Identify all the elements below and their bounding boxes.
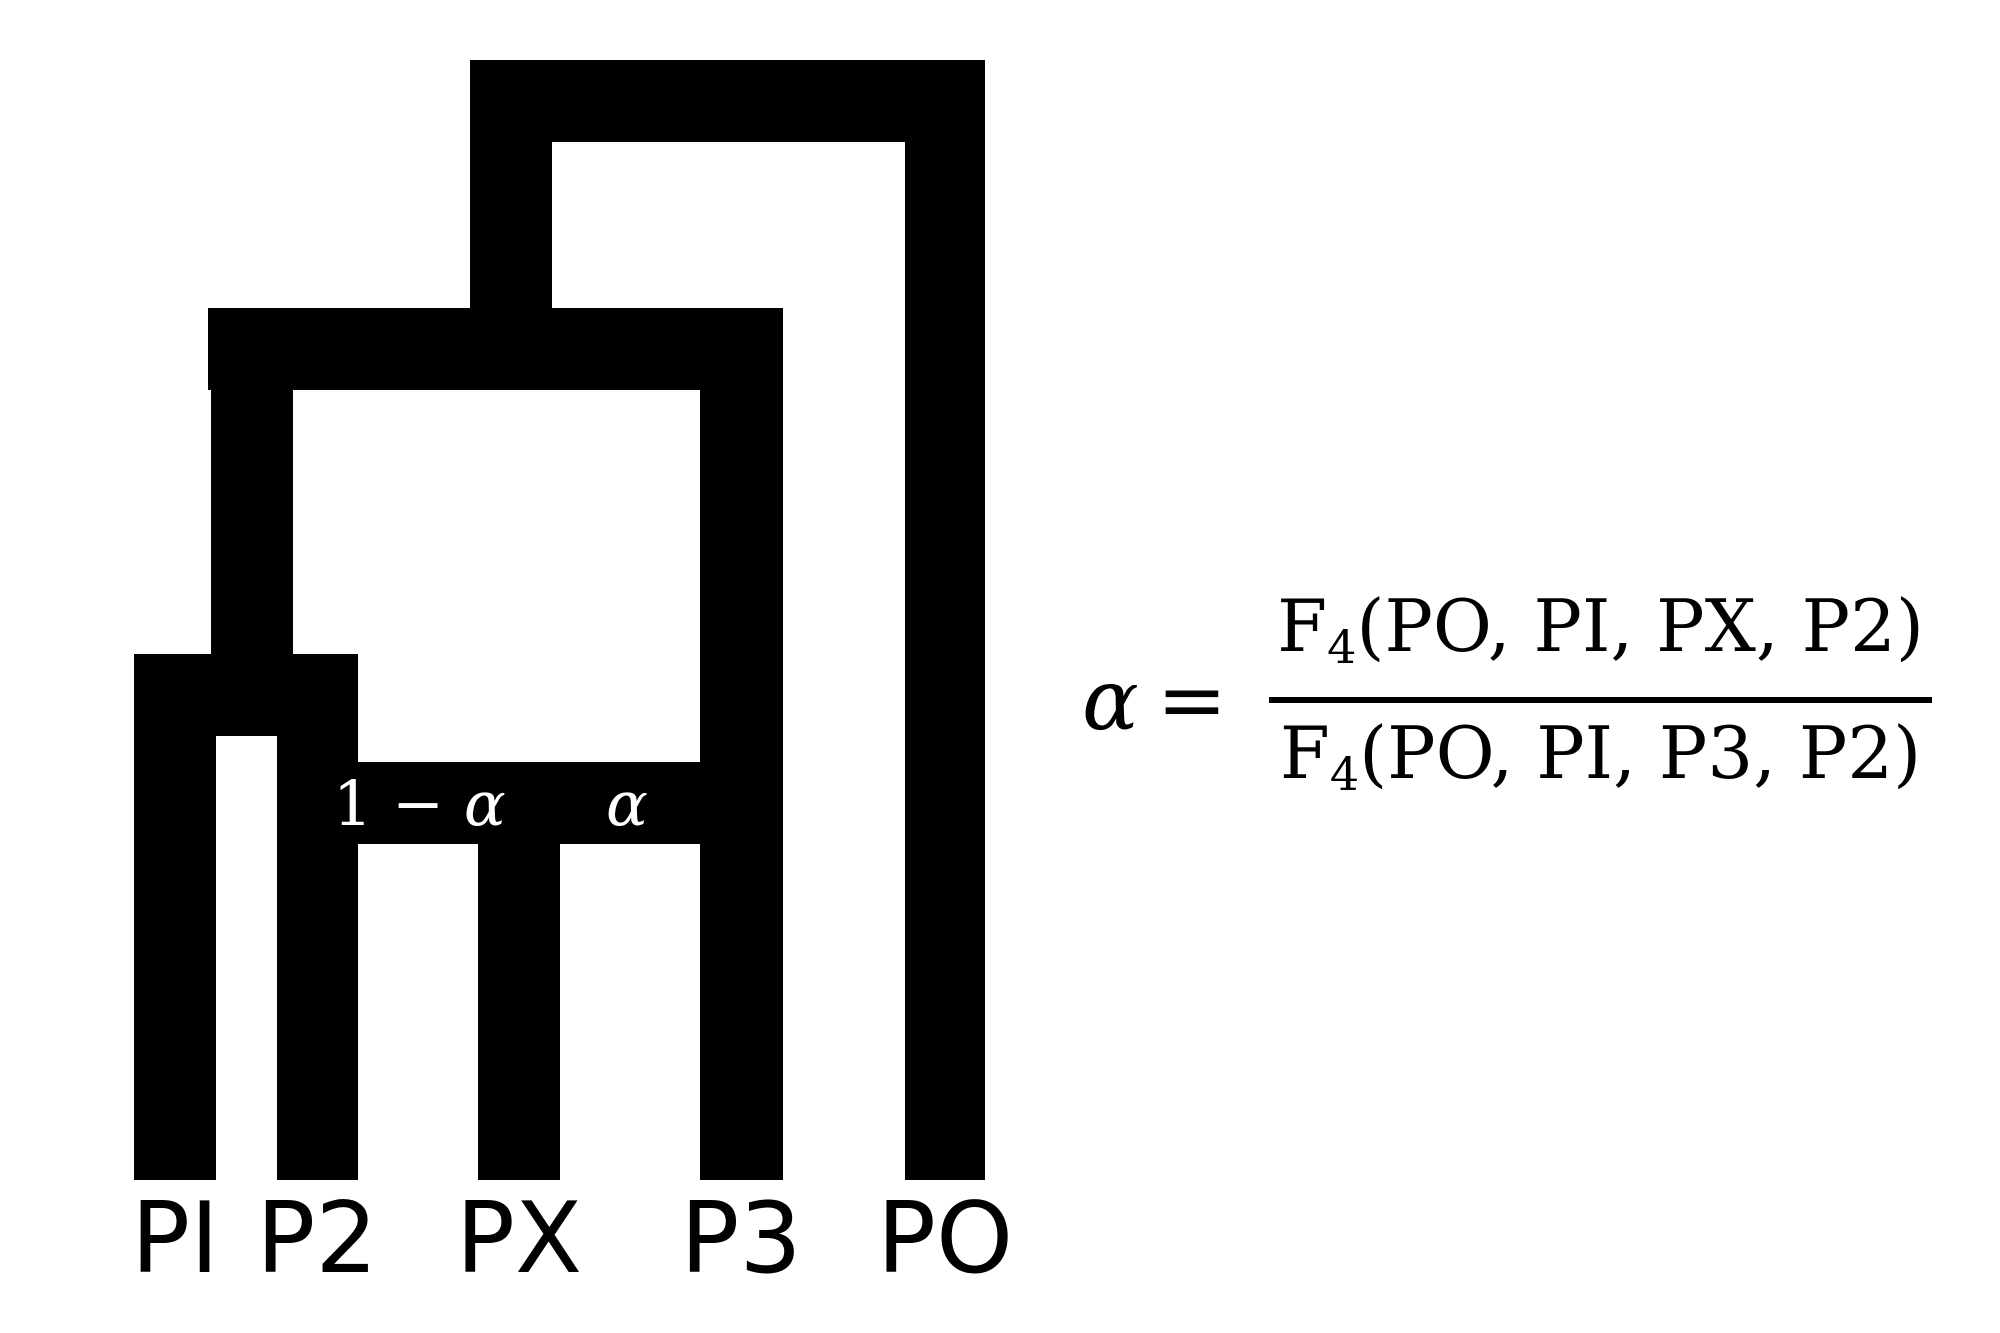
formula-equals-sign: = <box>1156 651 1228 749</box>
tip-label-px: PX <box>456 1182 582 1296</box>
pi-branch <box>134 654 216 1180</box>
denominator-func: F <box>1279 711 1330 795</box>
tip-label-p2: P2 <box>256 1182 377 1296</box>
numerator-func: F <box>1277 584 1328 668</box>
formula-numerator: F4(PO, PI, PX, P2) <box>1269 576 1932 697</box>
root-top-branch <box>470 60 985 142</box>
tree-branches <box>134 60 985 1180</box>
formula-denominator: F4(PO, PI, P3, P2) <box>1272 703 1929 824</box>
po-branch <box>905 60 985 1180</box>
numerator-args: (PO, PI, PX, P2) <box>1356 584 1924 668</box>
tip-label-pi: PI <box>131 1182 219 1296</box>
p2-branch <box>277 654 358 1180</box>
inner-top-branch <box>208 308 783 390</box>
fraction-bar <box>1269 697 1932 703</box>
admixture-weight-labels: 1 − α α <box>333 767 648 840</box>
tip-label-p3: P3 <box>680 1182 801 1296</box>
weight-one-minus-alpha: 1 − α <box>333 767 506 840</box>
p3-branch <box>700 308 783 1180</box>
tip-labels: PI P2 PX P3 PO <box>131 1182 1013 1296</box>
admixture-fraction-formula: α = F4(PO, PI, PX, P2) F4(PO, PI, P3, P2… <box>1082 584 1932 810</box>
denominator-subscript: 4 <box>1329 747 1360 801</box>
numerator-subscript: 4 <box>1327 620 1357 674</box>
formula-fraction: F4(PO, PI, PX, P2) F4(PO, PI, P3, P2) <box>1269 576 1932 824</box>
formula-lhs-alpha: α <box>1082 651 1139 749</box>
denominator-args: (PO, PI, P3, P2) <box>1359 711 1922 795</box>
weight-alpha: α <box>606 767 648 840</box>
tip-label-po: PO <box>877 1182 1013 1296</box>
px-branch <box>478 762 560 1180</box>
